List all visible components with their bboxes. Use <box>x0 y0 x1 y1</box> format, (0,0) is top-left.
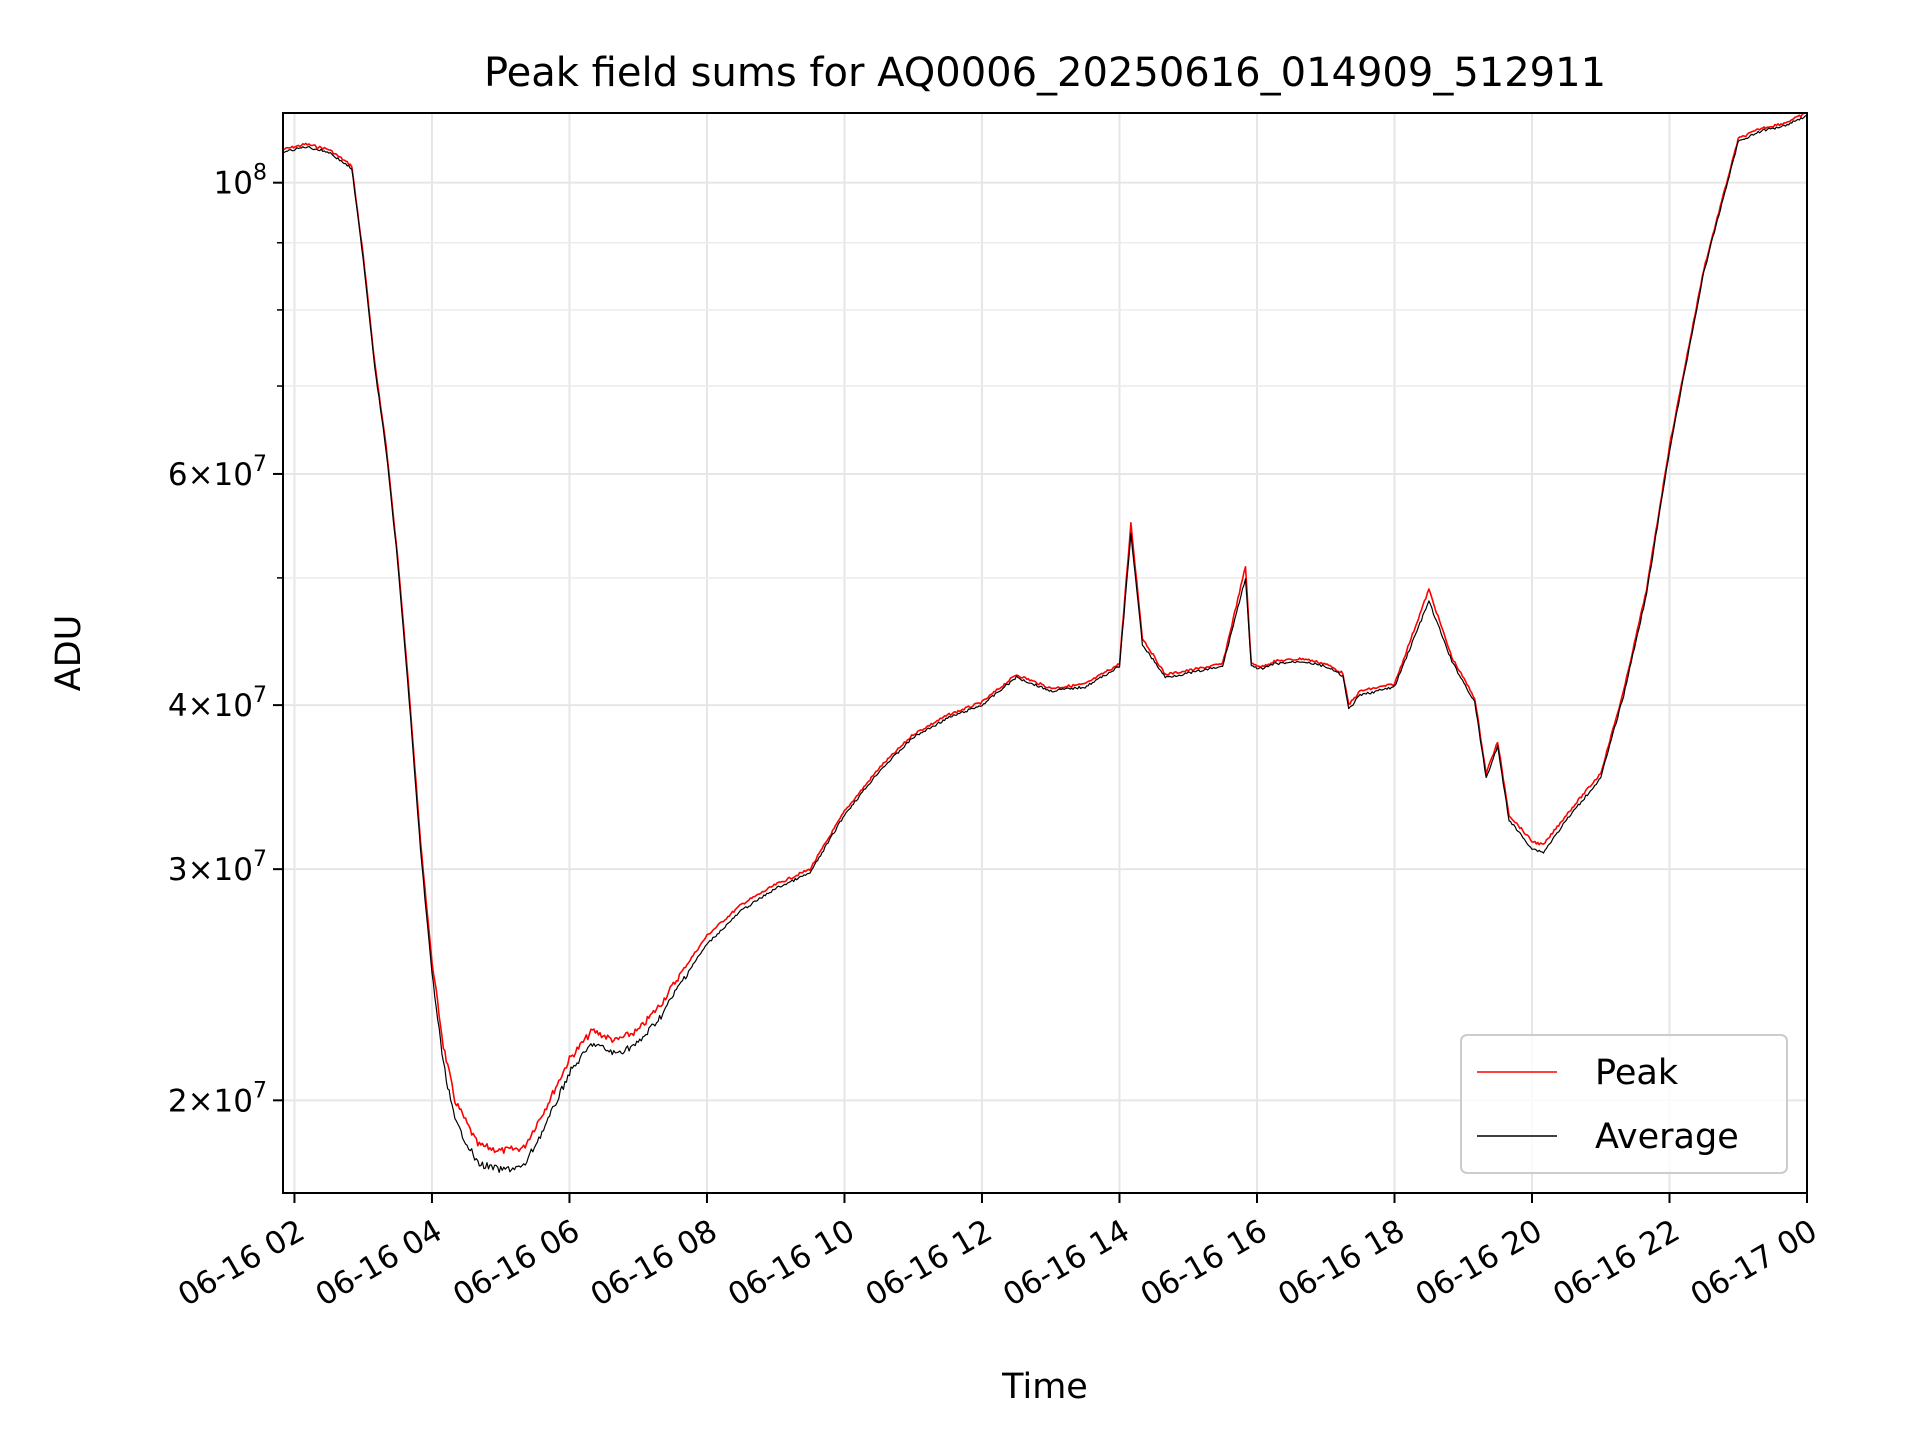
chart-title: Peak field sums for AQ0006_20250616_0149… <box>484 50 1606 96</box>
y-axis-label: ADU <box>49 615 89 692</box>
legend: Peak Average <box>1460 1034 1788 1174</box>
plot-frame <box>282 112 1808 1194</box>
y-tick-label: 2×107 <box>168 1078 267 1119</box>
y-tick-label: 4×107 <box>168 683 267 724</box>
y-tick-label: 108 <box>214 161 267 202</box>
y-tick-label: 3×107 <box>168 847 267 888</box>
x-axis-label: Time <box>1001 1367 1088 1407</box>
series-line-peak <box>282 112 1808 1154</box>
grid <box>283 113 1808 1193</box>
series-line-average <box>282 114 1808 1174</box>
legend-label-average: Average <box>1595 1117 1739 1157</box>
legend-box <box>1460 1034 1788 1174</box>
legend-label-peak: Peak <box>1595 1053 1679 1093</box>
y-tick-label: 6×107 <box>168 452 267 493</box>
series-group <box>282 112 1808 1174</box>
